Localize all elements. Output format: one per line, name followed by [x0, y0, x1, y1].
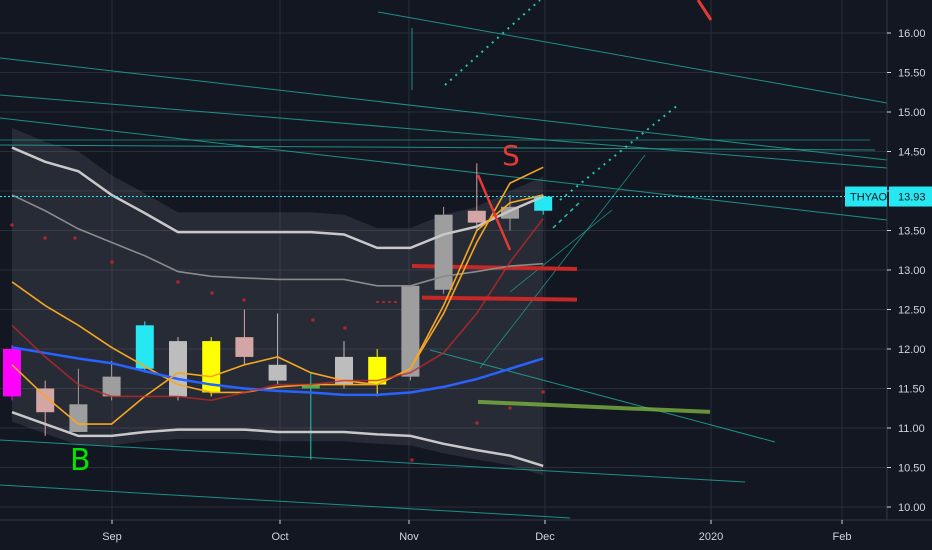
marker-dot — [210, 291, 214, 295]
marker-dot — [410, 458, 414, 462]
resistance-level — [421, 295, 578, 302]
buy-label: B — [70, 443, 91, 478]
marker-dot — [343, 326, 347, 330]
marker-dot — [10, 223, 14, 227]
dashed-projection — [552, 199, 583, 229]
candle-body — [301, 384, 320, 389]
marker-dot — [176, 280, 180, 284]
candle-body — [335, 356, 353, 385]
series-sma — [11, 218, 544, 402]
x-tick-label: Dec — [535, 531, 555, 543]
trendlines — [0, 0, 888, 519]
candle-body — [202, 341, 221, 393]
y-tick-label: 12.50 — [898, 305, 926, 317]
marker-dot — [508, 406, 512, 410]
trendline — [0, 484, 571, 519]
y-tick-label: 12.00 — [898, 344, 926, 356]
dotted-projection — [444, 0, 541, 86]
price-tag-bg — [889, 186, 932, 207]
candle-body — [3, 349, 21, 397]
marker-dot — [73, 236, 77, 240]
candle-body — [235, 337, 254, 357]
series-bollinger_lower — [11, 411, 544, 468]
candle-body — [135, 325, 154, 369]
sell-label: S — [502, 139, 520, 172]
red-arrow-segment — [696, 0, 713, 21]
y-tick-label: 10.50 — [898, 463, 926, 475]
x-tick-label: 2020 — [699, 531, 723, 543]
trendline — [0, 94, 888, 169]
y-tick-label: 11.50 — [898, 384, 925, 396]
candles — [3, 163, 553, 460]
candle-body — [401, 285, 420, 377]
indicator-lines — [10, 146, 545, 468]
annotations: BS — [70, 139, 520, 478]
price-tag-text: 13.93 — [898, 192, 926, 204]
y-tick-label: 15.50 — [898, 68, 926, 80]
trendline — [377, 11, 888, 104]
marker-dot — [311, 318, 315, 322]
marker-dot — [43, 236, 47, 240]
sell-arrow — [476, 174, 512, 251]
trendline — [0, 439, 746, 483]
candle-body — [501, 206, 519, 219]
candle-body — [534, 196, 553, 211]
dotted-projection — [559, 104, 679, 201]
marker-dot — [242, 298, 246, 302]
trendline — [429, 349, 776, 443]
x-tick-label: Nov — [399, 531, 419, 543]
y-tick-label: 13.00 — [898, 265, 926, 277]
trendline — [0, 57, 888, 161]
last-price-tag: THYAO 13.93 — [845, 186, 932, 207]
y-tick-label: 14.50 — [898, 147, 926, 159]
price-axis[interactable]: 16.0015.5015.0014.5014.0013.5013.0012.50… — [887, 28, 926, 514]
candle-body — [102, 376, 121, 397]
marker-dot — [110, 260, 114, 264]
marker-dot — [541, 390, 545, 394]
trendline — [479, 154, 646, 369]
support-level — [477, 399, 711, 414]
time-axis[interactable]: Sep Oct Nov Dec 2020 Feb — [102, 520, 851, 543]
candle-body — [368, 356, 387, 385]
series-ema_slow — [11, 346, 544, 397]
y-tick-label: 15.00 — [898, 107, 926, 119]
y-tick-label: 10.00 — [898, 502, 926, 514]
marker-dot — [475, 421, 479, 425]
candle-body — [169, 341, 187, 397]
candle-body — [268, 364, 287, 381]
symbol-tag-bg — [845, 186, 887, 207]
x-tick-label: Oct — [271, 531, 288, 543]
x-tick-label: Feb — [833, 531, 852, 543]
trendline — [509, 209, 613, 293]
series-ema_fast — [11, 166, 544, 394]
series-bollinger_mid — [11, 194, 544, 287]
series-wma — [11, 194, 544, 425]
x-tick-label: Sep — [102, 531, 122, 543]
bollinger-fill — [12, 127, 544, 476]
candle-body — [69, 404, 88, 432]
trendline — [0, 144, 876, 151]
y-tick-label: 16.00 — [898, 28, 926, 40]
bollinger-band — [12, 127, 544, 476]
y-tick-label: 11.00 — [898, 423, 925, 435]
y-tick-label: 13.50 — [898, 226, 926, 238]
trendline — [0, 117, 888, 221]
series-bollinger_upper — [11, 146, 544, 250]
candle-body — [467, 210, 486, 223]
candle-body — [36, 388, 55, 413]
symbol-tag-text: THYAO — [850, 192, 888, 204]
